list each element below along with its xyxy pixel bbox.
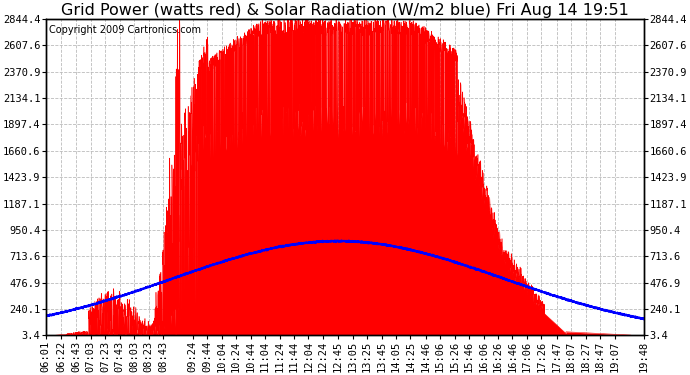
Title: Grid Power (watts red) & Solar Radiation (W/m2 blue) Fri Aug 14 19:51: Grid Power (watts red) & Solar Radiation… [61,3,629,18]
Text: Copyright 2009 Cartronics.com: Copyright 2009 Cartronics.com [49,25,201,35]
